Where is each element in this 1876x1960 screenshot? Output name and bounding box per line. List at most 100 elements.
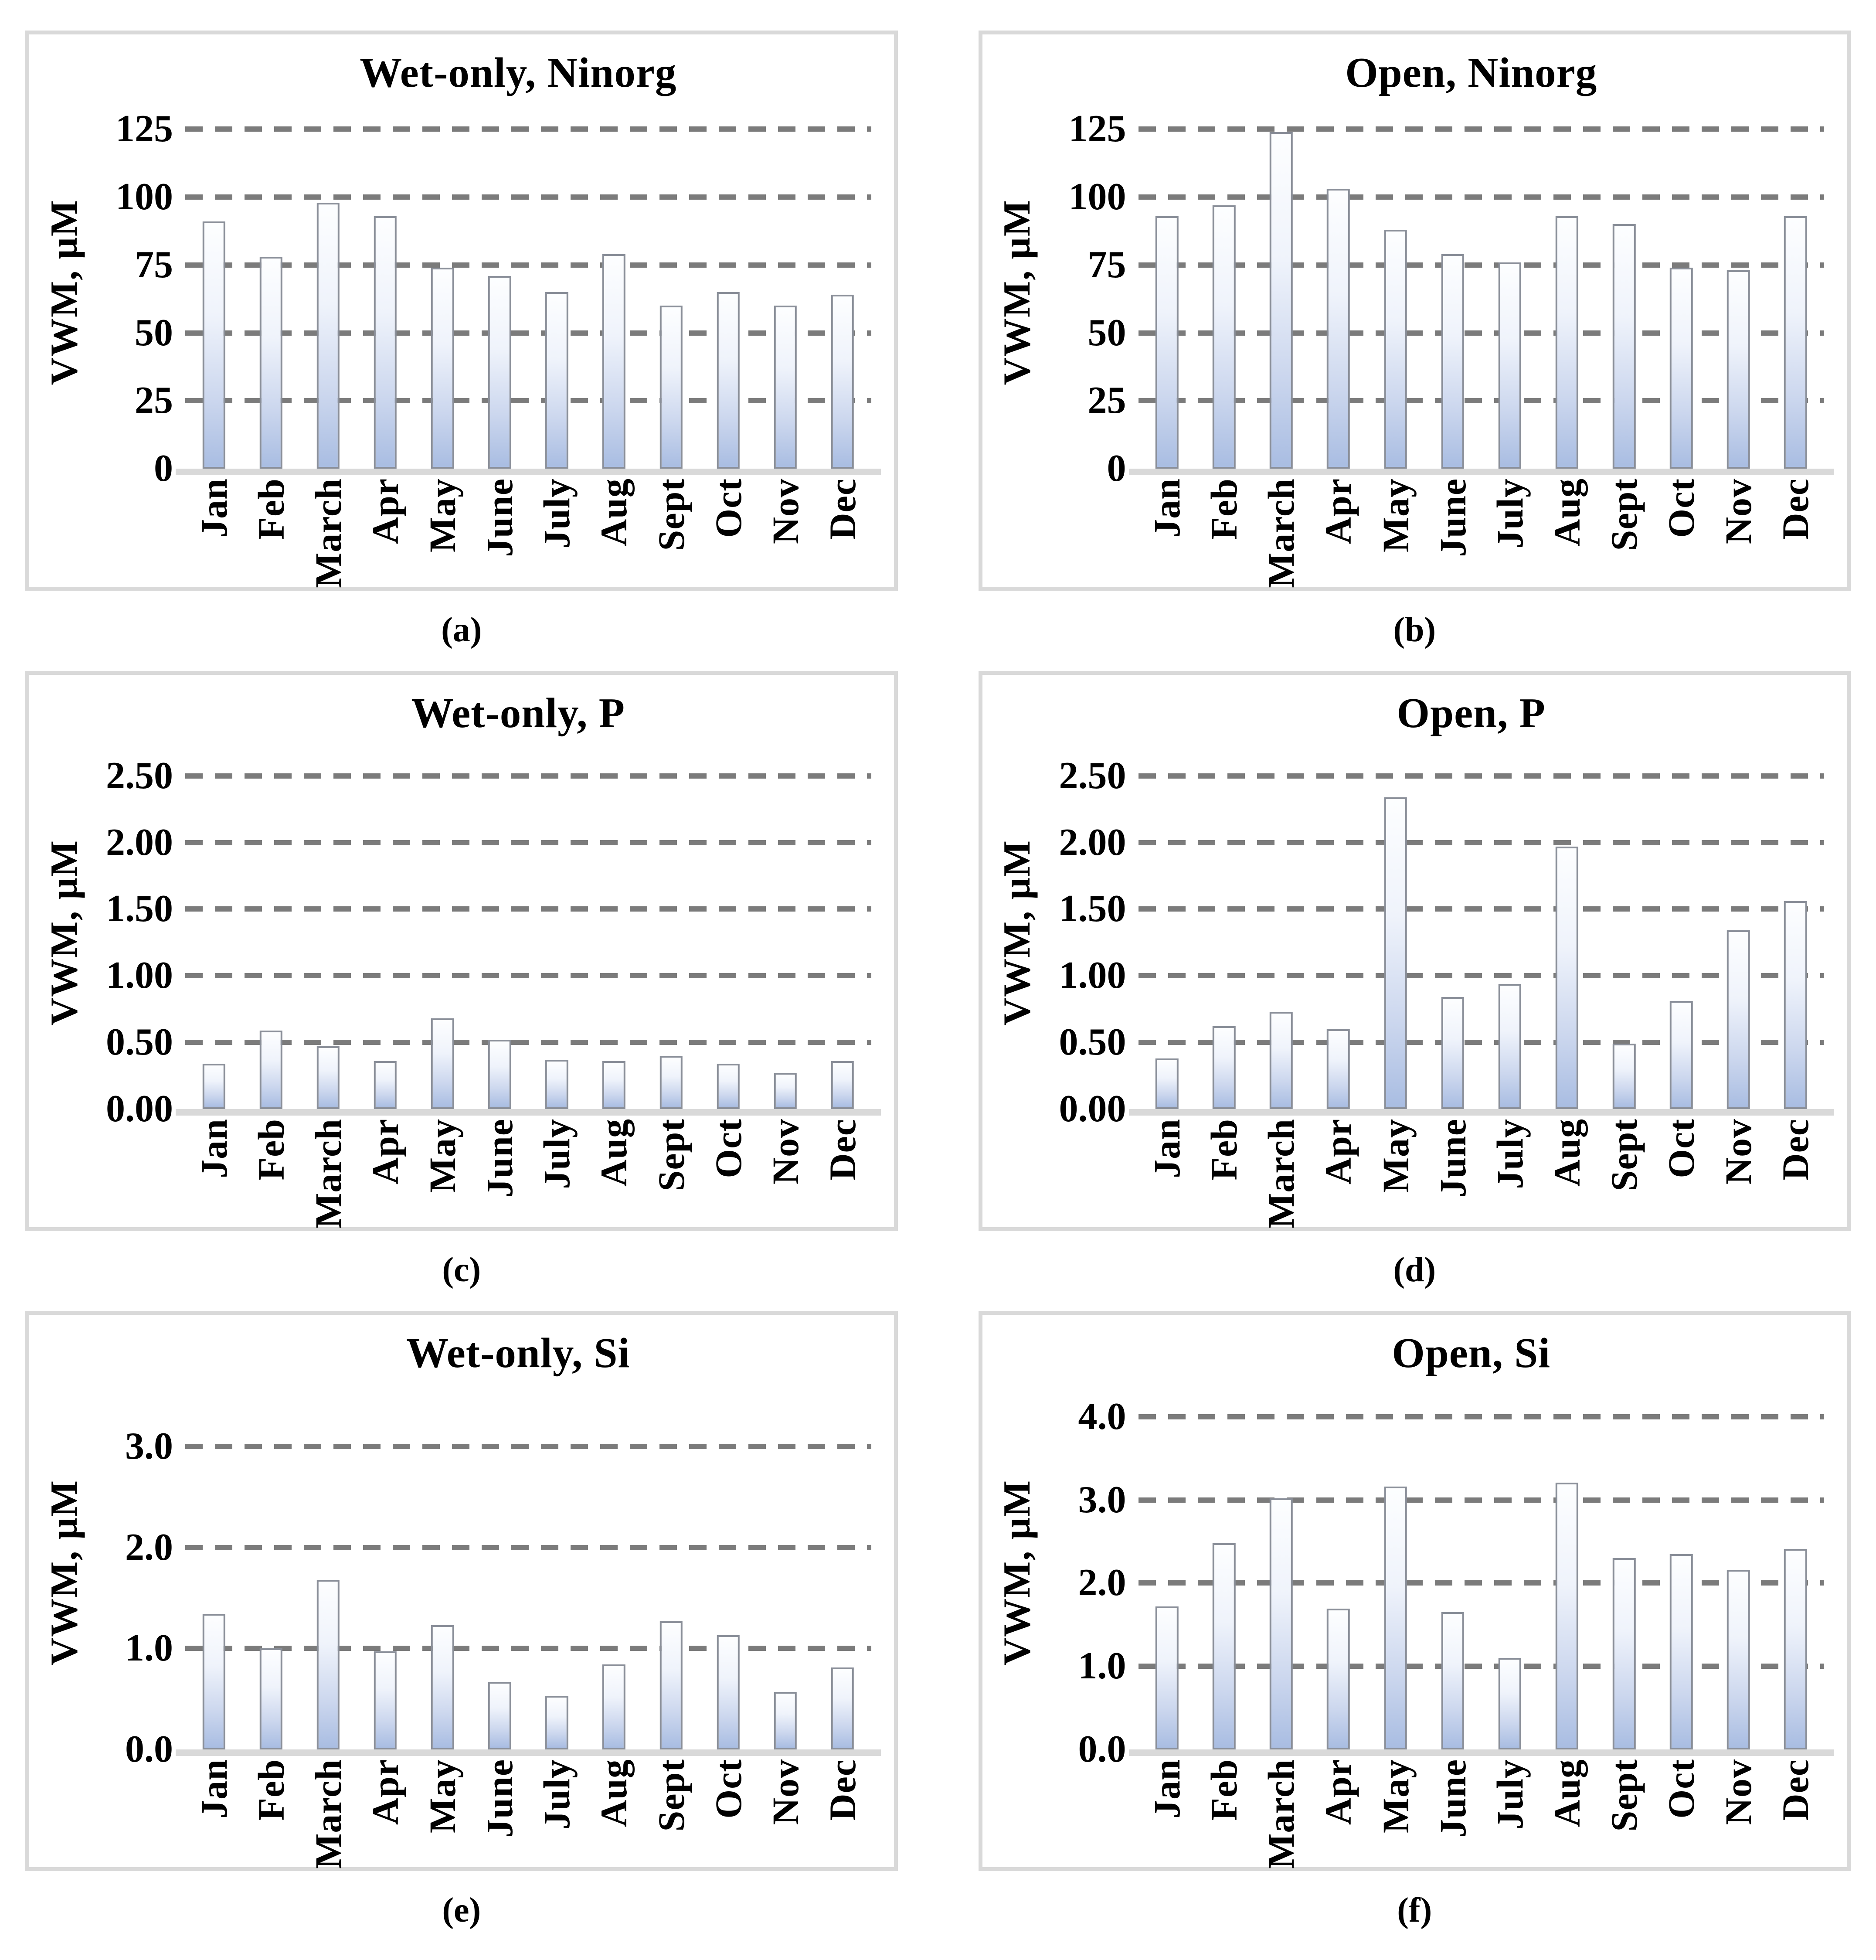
x-label-slot: May [414, 1759, 471, 1890]
plot-area: Jan Feb March Apr May June July Aug Sept Oct Nov De… [176, 1396, 881, 1868]
x-tick-label: Jan [193, 1759, 235, 1819]
bar-slot [1481, 116, 1538, 469]
x-label-slot: May [1367, 1119, 1424, 1249]
bar-june [488, 1039, 511, 1109]
x-axis-labels: Jan Feb March Apr May June July Aug Sept Oct Nov De… [1139, 1759, 1825, 1890]
y-tick-label: 1.50 [106, 888, 173, 930]
gridline [1138, 906, 1824, 912]
y-axis-title-text: VWM, µM [43, 1480, 85, 1666]
x-label-slot: May [414, 478, 471, 609]
x-tick-label: March [307, 1118, 349, 1228]
x-label-slot: Oct [1653, 478, 1710, 609]
x-label-slot: Apr [1310, 478, 1367, 609]
bar-slot [185, 1396, 242, 1749]
x-axis-labels: Jan Feb March Apr May June July Aug Sept Oct Nov De… [1139, 1119, 1825, 1249]
bar-aug [602, 254, 625, 469]
x-tick-label: June [479, 1759, 521, 1838]
chart-panel-f: Open, Si VWM, µM 0.0 1.0 2.0 3.0 4.0 Jan Feb Marc… [978, 1311, 1851, 1872]
x-tick-label: May [421, 1118, 464, 1193]
bar-feb [1212, 1026, 1236, 1109]
x-label-slot: March [1253, 478, 1310, 609]
bar-slot [1767, 1396, 1824, 1749]
bar-aug [1555, 846, 1579, 1109]
bar-slot [1538, 116, 1595, 469]
bar-slot [585, 1396, 642, 1749]
bar-slot [757, 756, 814, 1109]
x-tick-label: June [479, 478, 521, 558]
bar-march [1270, 132, 1293, 469]
y-tick-label: 2.0 [125, 1526, 173, 1569]
x-label-slot: June [1424, 478, 1481, 609]
gridline [1138, 262, 1824, 268]
x-axis-baseline [1128, 1749, 1834, 1756]
x-axis-labels: Jan Feb March Apr May June July Aug Sept Oct Nov De… [1139, 478, 1825, 609]
chart-caption-f: (f) [1397, 1891, 1432, 1929]
y-tick-label: 1.00 [106, 954, 173, 997]
x-tick-label: Feb [1203, 1759, 1245, 1821]
x-label-slot: May [1367, 1759, 1424, 1890]
bar-aug [602, 1061, 625, 1109]
bar-march [1270, 1498, 1293, 1749]
x-label-slot: Oct [1653, 1119, 1710, 1249]
x-label-slot: Apr [357, 478, 414, 609]
x-label-slot: Dec [1767, 1759, 1824, 1890]
x-label-slot: Nov [1710, 1759, 1767, 1890]
bar-dec [1784, 216, 1807, 469]
x-axis-labels: Jan Feb March Apr May June July Aug Sept Oct Nov De… [185, 1119, 871, 1249]
bar-slot [299, 756, 357, 1109]
y-tick-label: 50 [135, 311, 173, 354]
chart-caption-b: (b) [1393, 610, 1436, 649]
chart-body: VWM, µM 0.0 1.0 2.0 3.0 Jan Feb March Apr May June… [38, 1396, 881, 1868]
x-tick-label: Sept [1603, 1759, 1645, 1832]
chart-panel-c: Wet-only, P VWM, µM 0.00 0.50 1.00 1.50 2.00 2.… [25, 670, 898, 1231]
x-label-slot: Jan [185, 1759, 242, 1890]
x-label-slot: June [1424, 1119, 1481, 1249]
bar-feb [259, 1648, 282, 1749]
bar-sept [1612, 1044, 1636, 1109]
x-label-slot: Oct [700, 1119, 757, 1249]
x-label-slot: Apr [1310, 1119, 1367, 1249]
x-label-slot: Sept [642, 1759, 700, 1890]
x-label-slot: Aug [585, 1759, 642, 1890]
gridline [1138, 1414, 1824, 1420]
y-tick-label: 125 [1068, 108, 1126, 150]
bar-nov [1727, 270, 1750, 469]
bar-dec [1784, 1549, 1807, 1749]
bar-dec [831, 295, 854, 469]
y-axis-ticks: 0.00 0.50 1.00 1.50 2.00 2.50 [1043, 755, 1139, 1130]
y-tick-label: 4.0 [1078, 1395, 1126, 1438]
plot-area: Jan Feb March Apr May June July Aug Sept Oct Nov De… [1128, 116, 1834, 588]
x-axis-labels: Jan Feb March Apr May June July Aug Sept Oct Nov De… [185, 1759, 871, 1890]
chart-caption-c: (c) [442, 1251, 481, 1290]
gridline [1138, 840, 1824, 845]
x-tick-label: Dec [821, 1759, 863, 1821]
x-tick-label: Oct [1660, 478, 1703, 538]
chart-caption-a: (a) [441, 610, 482, 649]
x-tick-label: Nov [1717, 1118, 1760, 1185]
y-tick-label: 2.50 [106, 754, 173, 797]
gridline [185, 1545, 871, 1550]
bar-sept [1612, 224, 1636, 469]
bar-slot [1596, 116, 1653, 469]
bar-june [1441, 997, 1464, 1109]
x-tick-label: Oct [707, 478, 749, 538]
bar-slot [1253, 1396, 1310, 1749]
bar-apr [374, 216, 397, 469]
chart-body: VWM, µM 0 25 50 75 100 125 Jan Feb March Apr May Jun… [38, 108, 881, 588]
gridline [185, 1040, 871, 1045]
bar-slot [1367, 116, 1424, 469]
x-label-slot: Feb [242, 1759, 299, 1890]
chart-panel-d: Open, P VWM, µM 0.00 0.50 1.00 1.50 2.00 2.50 Ja… [978, 670, 1851, 1231]
bar-slot [528, 1396, 585, 1749]
bar-aug [1555, 1482, 1579, 1749]
bar-may [1384, 797, 1407, 1109]
x-label-slot: Dec [814, 1119, 871, 1249]
x-tick-label: July [536, 478, 578, 549]
bar-may [431, 1625, 454, 1749]
bar-slot [357, 116, 414, 469]
bar-slot [585, 756, 642, 1109]
y-tick-label: 125 [116, 108, 173, 150]
bars-layer [185, 116, 871, 469]
x-tick-label: Aug [593, 1118, 635, 1187]
x-axis-baseline [176, 1749, 881, 1756]
